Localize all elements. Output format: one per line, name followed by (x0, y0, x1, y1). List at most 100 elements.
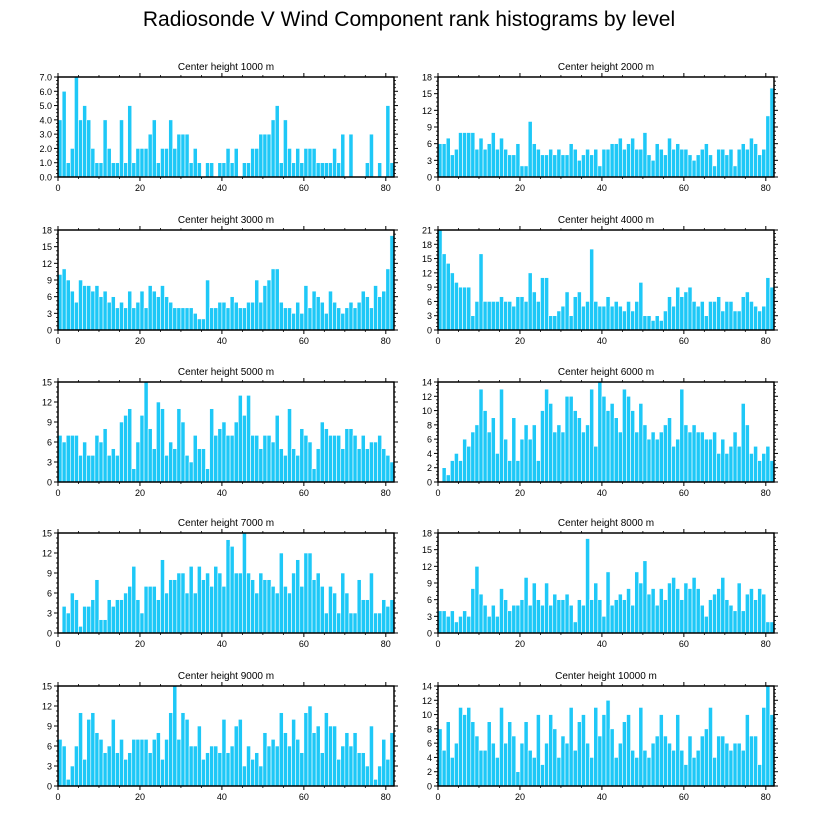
histogram-bar (369, 133, 374, 178)
histogram-bar (712, 757, 717, 787)
histogram-bar (478, 137, 484, 178)
histogram-bar (176, 739, 182, 787)
histogram-bar (745, 714, 750, 787)
histogram-bar (295, 739, 301, 787)
histogram-bar (511, 735, 517, 787)
y-tick-label: 9 (47, 569, 52, 579)
y-tick-label: 2.0 (39, 144, 52, 154)
histogram-bar (291, 162, 296, 178)
histogram-bar (336, 612, 342, 634)
y-tick-label: 3 (427, 156, 432, 166)
histogram-bar (507, 301, 513, 331)
histogram-bar (589, 757, 595, 787)
histogram-bar (765, 277, 771, 331)
histogram-bar (78, 626, 83, 634)
histogram-bar (98, 296, 104, 331)
histogram-bar (757, 154, 763, 178)
histogram-bar (552, 315, 558, 331)
histogram-bar (233, 572, 239, 634)
histogram-bar (646, 315, 652, 331)
histogram-bar (258, 301, 264, 331)
histogram-bar (110, 162, 116, 178)
histogram-bar (466, 616, 472, 634)
histogram-bar (319, 586, 325, 634)
histogram-bar (482, 749, 488, 787)
histogram-bar (299, 586, 305, 634)
histogram-bar (630, 310, 635, 331)
x-tick-label: 20 (515, 639, 525, 649)
histogram-bar (736, 148, 742, 178)
histogram-bar (474, 148, 480, 178)
y-tick-label: 9 (47, 418, 52, 428)
histogram-bar (540, 764, 545, 787)
histogram-bar (262, 579, 268, 634)
histogram-bar (151, 290, 157, 331)
y-tick-label: 18 (42, 226, 52, 236)
histogram-bar (176, 133, 182, 178)
histogram-bar (381, 739, 387, 787)
y-tick-label: 5.0 (39, 101, 52, 111)
histogram-bar (605, 296, 611, 331)
histogram-bar (601, 616, 607, 634)
y-tick-label: 2 (427, 767, 432, 777)
histogram-bar (716, 588, 722, 634)
histogram-bar (716, 296, 722, 331)
histogram-bar (503, 438, 508, 483)
histogram-bar (478, 593, 484, 634)
y-tick-label: 15 (422, 545, 432, 555)
histogram-bar (564, 291, 570, 331)
histogram-bar (601, 395, 607, 483)
histogram-bar (266, 279, 272, 331)
histogram-bar (156, 599, 161, 634)
histogram-bar (454, 742, 459, 787)
histogram-bar (217, 162, 223, 178)
histogram-bar (369, 572, 374, 634)
x-tick-label: 0 (435, 639, 440, 649)
y-tick-label: 12 (422, 106, 432, 116)
histogram-bar (373, 441, 378, 483)
histogram-bar (470, 132, 476, 178)
histogram-bar (449, 272, 455, 331)
histogram-bar (246, 395, 251, 483)
histogram-bar (90, 455, 96, 483)
histogram-bar (311, 468, 317, 483)
histogram-bar (74, 76, 79, 178)
histogram-bar (188, 566, 194, 634)
histogram-bar (617, 431, 623, 483)
histogram-bar (373, 779, 378, 787)
histogram-bar (482, 301, 488, 331)
histogram-bar (180, 572, 186, 634)
histogram-bar (94, 579, 100, 634)
x-tick-label: 0 (55, 336, 60, 346)
histogram-bar (106, 455, 112, 483)
histogram-bar (466, 707, 472, 787)
histogram-bar (229, 296, 235, 331)
histogram-bar (736, 742, 742, 787)
histogram-bar (184, 592, 190, 634)
histogram-bar (311, 579, 317, 634)
histogram-bar (213, 307, 219, 331)
x-tick-label: 80 (761, 488, 771, 498)
y-tick-label: 1.0 (39, 158, 52, 168)
histogram-bar (217, 301, 223, 331)
histogram-bar (593, 148, 599, 178)
histogram-bar (687, 588, 693, 634)
histogram-bar (536, 148, 541, 178)
histogram-bar (365, 765, 370, 787)
histogram-bar (360, 599, 366, 634)
histogram-bar (377, 612, 383, 634)
histogram-bar (356, 752, 362, 787)
histogram-bar (630, 749, 635, 787)
histogram-bar (658, 148, 664, 178)
histogram-bar (540, 277, 545, 331)
y-tick-label: 6 (47, 742, 52, 752)
histogram-bar (311, 148, 317, 178)
histogram-bar (283, 307, 288, 331)
histogram-bar (332, 148, 337, 178)
histogram-bar (160, 148, 165, 178)
histogram-bar (209, 408, 215, 483)
histogram-bar (454, 621, 459, 634)
x-tick-label: 80 (761, 183, 771, 193)
histogram-bar (176, 572, 182, 634)
histogram-bar (237, 719, 243, 787)
